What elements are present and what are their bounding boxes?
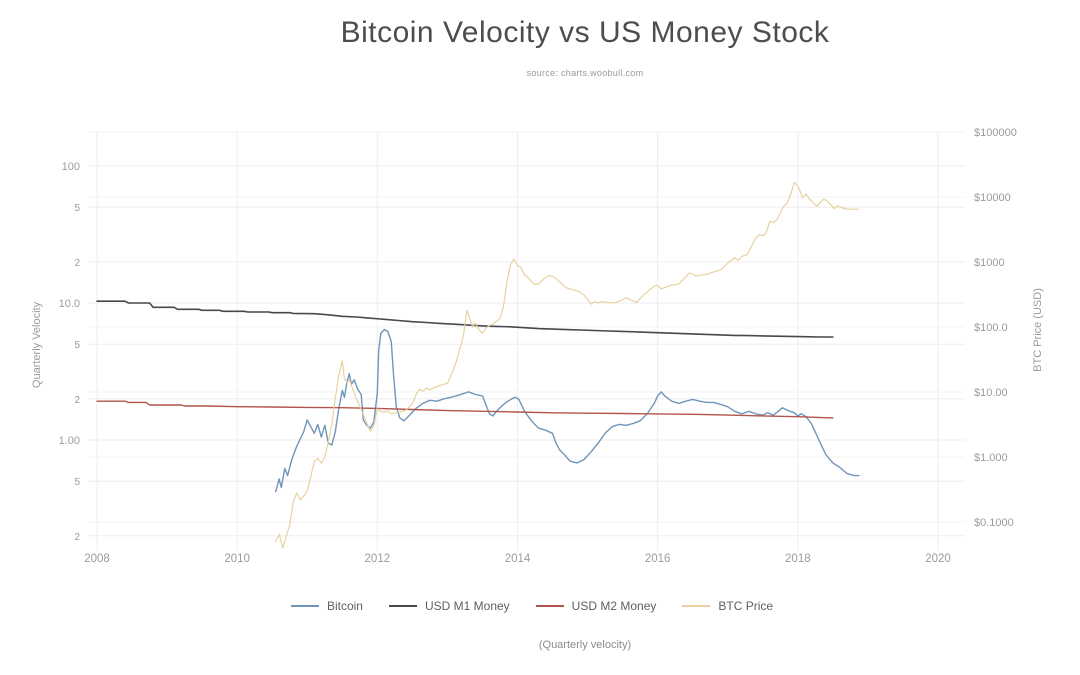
y-axis-label-left: Quarterly Velocity xyxy=(31,301,43,389)
legend-label-bitcoin: Bitcoin xyxy=(326,599,363,613)
x-tick-label: 2020 xyxy=(925,553,951,565)
y-left-tick-label: 5 xyxy=(74,477,80,488)
legend-label-usd-m2-money: USD M2 Money xyxy=(571,599,657,613)
legend-swatch-usd-m2-money xyxy=(535,605,564,607)
y-right-tick-label: $1000 xyxy=(974,257,1005,269)
series-line-usd-m2-money xyxy=(96,400,834,419)
legend-label-btc-price: BTC Price xyxy=(718,599,774,613)
y-right-tick-label: $10000 xyxy=(974,192,1011,204)
x-tick-label: 2016 xyxy=(645,553,671,565)
y-left-tick-label: 2 xyxy=(74,532,80,543)
legend-item-usd-m2-money[interactable]: USD M2 Money xyxy=(535,599,657,613)
legend-item-bitcoin[interactable]: Bitcoin xyxy=(290,599,363,613)
chart-legend: Bitcoin USD M1 Money USD M2 Money BTC Price xyxy=(0,599,1072,613)
x-tick-label: 2018 xyxy=(785,553,811,565)
legend-label-usd-m1-money: USD M1 Money xyxy=(424,599,510,613)
y-left-tick-label: 1.00 xyxy=(59,435,80,447)
legend-swatch-bitcoin xyxy=(290,605,319,607)
x-tick-label: 2010 xyxy=(224,553,250,565)
x-tick-label: 2008 xyxy=(84,553,110,565)
y-axis-label-right: BTC Price (USD) xyxy=(1032,288,1044,372)
y-left-tick-label: 10.0 xyxy=(59,298,80,310)
legend-item-usd-m1-money[interactable]: USD M1 Money xyxy=(388,599,510,613)
y-left-tick-label: 2 xyxy=(74,395,80,406)
legend-item-btc-price[interactable]: BTC Price xyxy=(682,599,773,613)
y-right-tick-label: $0.1000 xyxy=(974,517,1014,529)
chart-title: Bitcoin Velocity vs US Money Stock xyxy=(340,16,830,49)
y-right-tick-label: $100.0 xyxy=(974,322,1008,334)
legend-swatch-usd-m1-money xyxy=(388,605,417,607)
y-right-tick-label: $100000 xyxy=(974,127,1017,139)
chart-subtitle: source: charts.woobull.com xyxy=(526,68,644,78)
y-left-tick-label: 5 xyxy=(74,340,80,351)
y-right-tick-label: $10.00 xyxy=(974,387,1008,399)
y-left-tick-label: 100 xyxy=(62,161,80,173)
x-tick-label: 2014 xyxy=(505,553,531,565)
y-right-tick-label: $1.000 xyxy=(974,452,1008,464)
y-left-tick-label: 2 xyxy=(74,258,80,269)
series-line-bitcoin xyxy=(275,328,860,493)
legend-swatch-btc-price xyxy=(682,605,711,607)
x-tick-label: 2012 xyxy=(365,553,391,565)
y-left-tick-label: 5 xyxy=(74,203,80,214)
series-line-usd-m1-money xyxy=(96,300,834,338)
chart-caption: (Quarterly velocity) xyxy=(538,639,632,651)
series-line-btc-price xyxy=(275,181,860,549)
